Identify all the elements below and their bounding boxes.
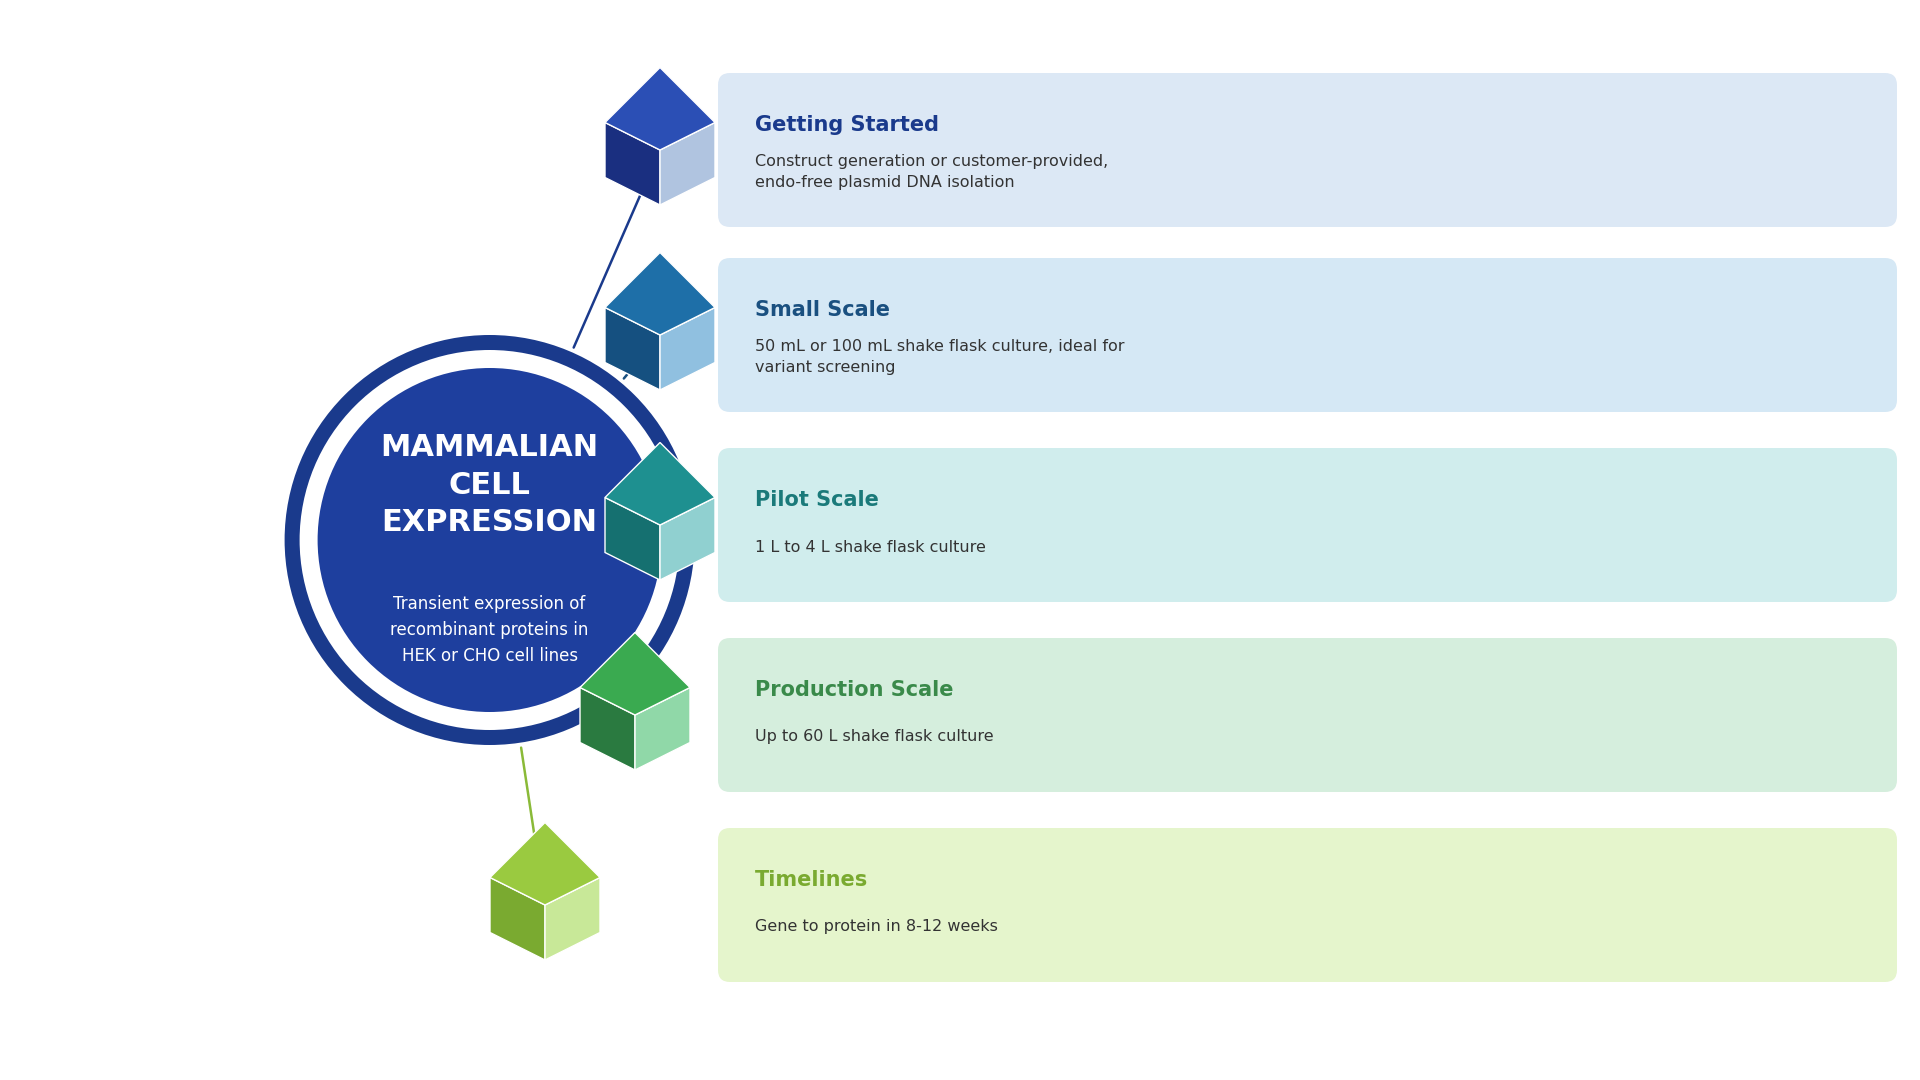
Text: Construct generation or customer-provided,
endo-free plasmid DNA isolation: Construct generation or customer-provide…	[755, 154, 1108, 190]
Polygon shape	[605, 498, 660, 580]
Text: Getting Started: Getting Started	[755, 114, 939, 135]
Text: Pilot Scale: Pilot Scale	[755, 490, 879, 510]
Polygon shape	[660, 498, 714, 580]
Text: Small Scale: Small Scale	[755, 300, 891, 320]
Circle shape	[300, 350, 680, 730]
Polygon shape	[605, 443, 714, 525]
FancyBboxPatch shape	[718, 448, 1897, 602]
Text: 1 L to 4 L shake flask culture: 1 L to 4 L shake flask culture	[755, 540, 985, 554]
Polygon shape	[605, 253, 714, 335]
Text: Timelines: Timelines	[755, 870, 868, 890]
FancyBboxPatch shape	[718, 638, 1897, 792]
Polygon shape	[605, 67, 714, 150]
Text: MAMMALIAN
CELL
EXPRESSION: MAMMALIAN CELL EXPRESSION	[380, 433, 599, 537]
Text: Production Scale: Production Scale	[755, 680, 954, 700]
Text: Up to 60 L shake flask culture: Up to 60 L shake flask culture	[755, 729, 995, 744]
FancyBboxPatch shape	[718, 258, 1897, 411]
Polygon shape	[580, 688, 636, 770]
Text: Transient expression of
recombinant proteins in
HEK or CHO cell lines: Transient expression of recombinant prot…	[390, 595, 589, 664]
Polygon shape	[605, 122, 660, 205]
Circle shape	[284, 335, 695, 745]
FancyBboxPatch shape	[718, 73, 1897, 227]
Polygon shape	[660, 122, 714, 205]
FancyBboxPatch shape	[718, 828, 1897, 982]
Polygon shape	[490, 877, 545, 960]
Polygon shape	[545, 877, 601, 960]
Polygon shape	[605, 308, 660, 390]
Text: Gene to protein in 8-12 weeks: Gene to protein in 8-12 weeks	[755, 919, 998, 934]
Polygon shape	[580, 633, 689, 715]
Text: 50 mL or 100 mL shake flask culture, ideal for
variant screening: 50 mL or 100 mL shake flask culture, ide…	[755, 339, 1125, 375]
Circle shape	[317, 368, 662, 712]
Polygon shape	[660, 308, 714, 390]
Polygon shape	[490, 823, 601, 905]
Polygon shape	[636, 688, 689, 770]
